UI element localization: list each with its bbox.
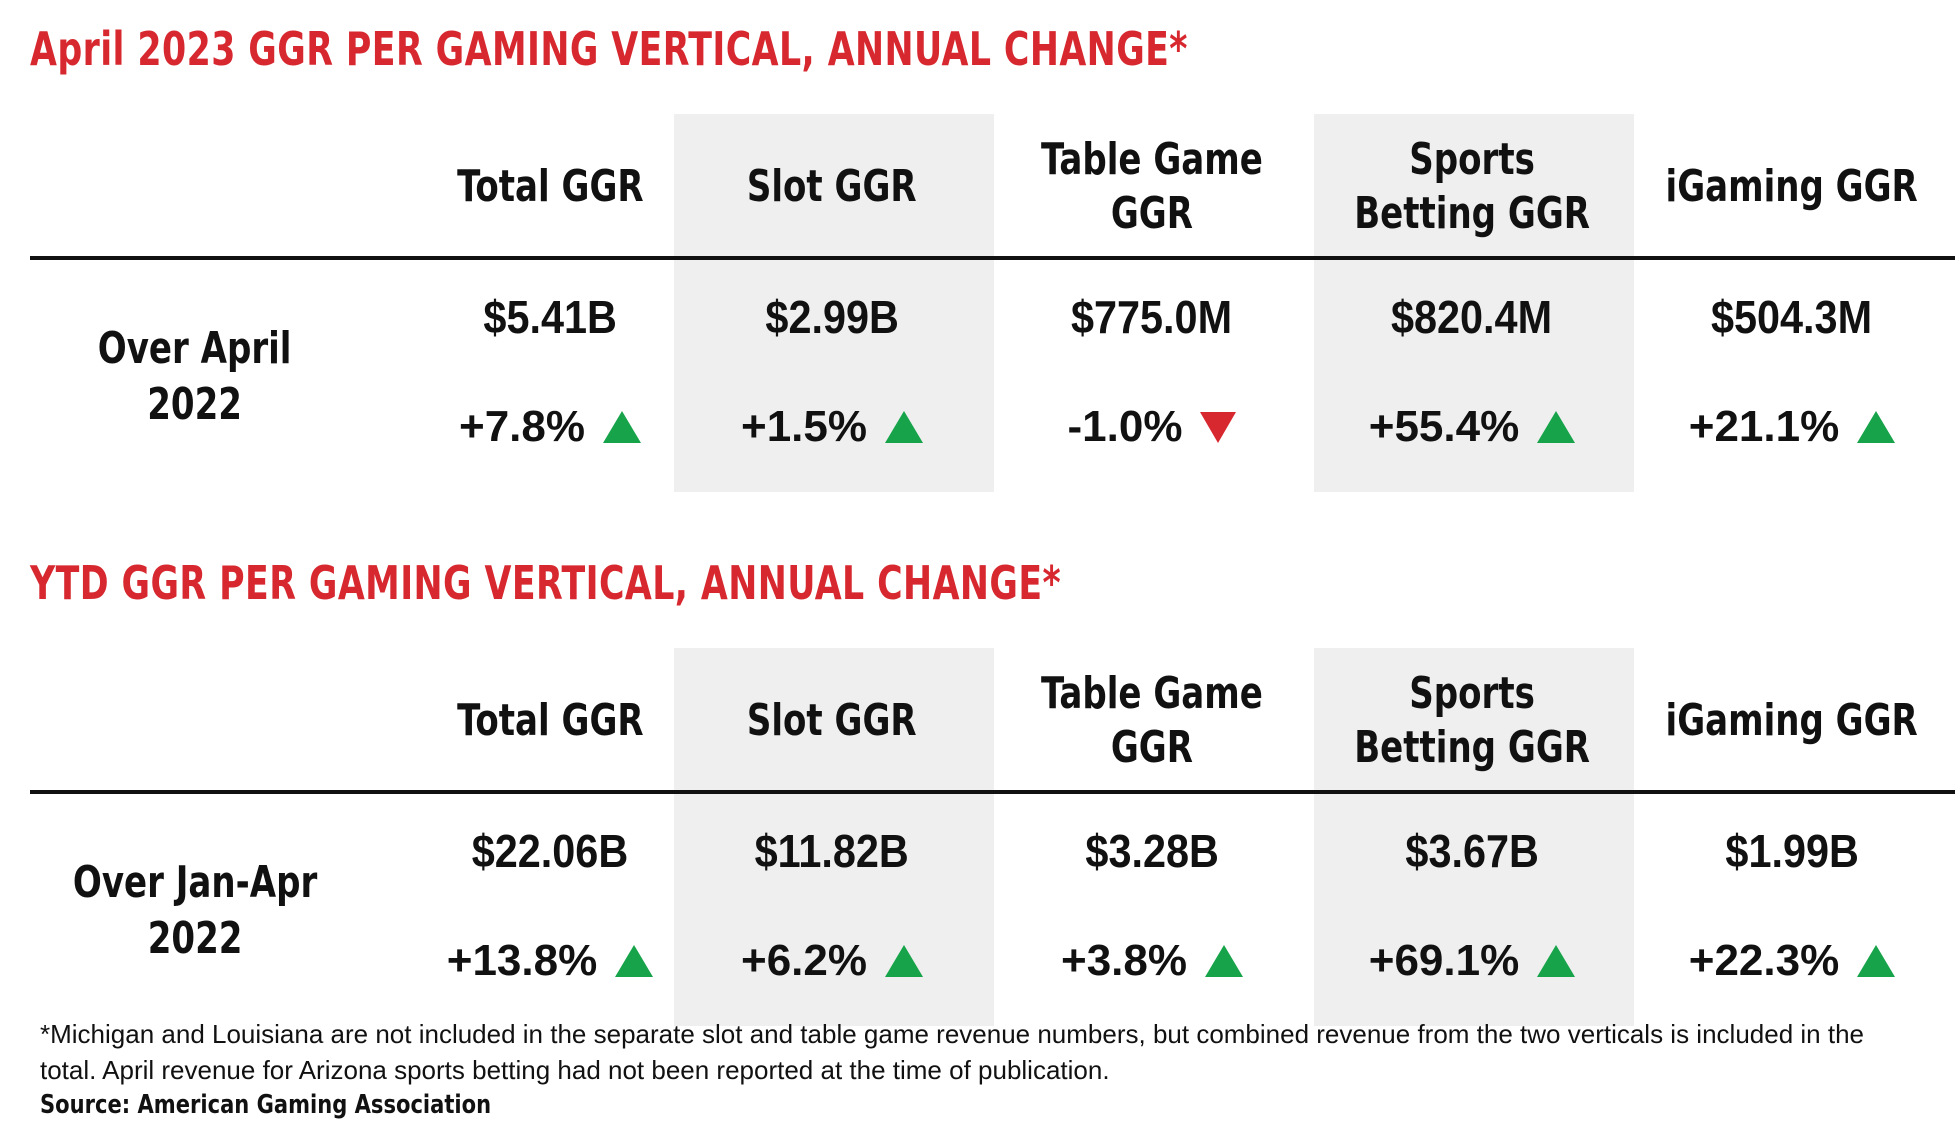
cell-value-text: $3.67B [1405,825,1539,877]
triangle-up-icon [1537,411,1576,443]
column-header-line: Sports [1409,133,1535,185]
cell-value-text: $3.28B [1085,825,1219,877]
cell-value-text: $775.0M [1071,291,1233,343]
cell-value: $2.99B [672,290,992,344]
cell-change: -1.0% [992,402,1312,452]
cell-change: +22.3% [1632,936,1952,986]
cell-change: +21.1% [1632,402,1952,452]
cell-value-text: $820.4M [1391,291,1553,343]
column-header: Slot GGR [672,114,992,259]
triangle-up-icon [1204,945,1243,977]
cell-value: $504.3M [1632,290,1952,344]
column-header-line: Sports [1409,667,1535,719]
column-header: Sports Betting GGR [1312,648,1632,793]
column-header-line: Betting GGR [1354,721,1590,773]
column-header: Table Game GGR [992,648,1312,793]
triangle-down-icon [1200,411,1237,443]
triangle-up-icon [884,411,923,443]
column-header-line: Table Game [1041,667,1263,719]
cell-value-text: $22.06B [471,825,629,877]
cell-change: +1.5% [672,402,992,452]
footnote: *Michigan and Louisiana are not included… [40,1019,1864,1085]
triangle-up-icon [1857,411,1896,443]
change-percent: +6.2% [741,936,867,985]
row-label: Over April 2022 [30,262,360,492]
change-percent: +3.8% [1061,936,1187,985]
change-percent: +22.3% [1688,936,1840,985]
cell-value: $775.0M [992,290,1312,344]
triangle-up-icon [615,945,654,977]
table-section-2: YTD GGR PER GAMING VERTICAL, ANNUAL CHAN… [30,556,1955,1036]
cell-value: $820.4M [1312,290,1632,344]
column-header-line: Slot GGR [747,160,917,212]
cell-value: $22.06B [390,824,710,878]
column-header: Slot GGR [672,648,992,793]
cell-value: $3.28B [992,824,1312,878]
change-percent: +1.5% [741,402,867,451]
change-percent: +13.8% [446,936,598,985]
shaded-column [674,114,994,492]
triangle-up-icon [1857,945,1896,977]
triangle-up-icon [602,411,641,443]
column-header-line: GGR [1110,187,1194,239]
cell-change: +7.8% [390,402,710,452]
triangle-up-icon [884,945,923,977]
section-title: YTD GGR PER GAMING VERTICAL, ANNUAL CHAN… [30,556,1062,610]
cell-value: $3.67B [1312,824,1632,878]
column-header-line: Table Game [1041,133,1263,185]
column-header: iGaming GGR [1632,114,1952,259]
row-label: Over Jan-Apr 2022 [30,796,360,1026]
column-header: Sports Betting GGR [1312,114,1632,259]
row-label-line: Over April [98,323,292,374]
change-percent: +21.1% [1688,402,1840,451]
row-label-line: 2022 [147,379,243,430]
cell-value-text: $1.99B [1725,825,1859,877]
section-title: April 2023 GGR PER GAMING VERTICAL, ANNU… [30,22,1188,76]
column-header: Total GGR [390,114,710,259]
column-header-line: iGaming GGR [1665,694,1919,746]
column-header-line: Total GGR [456,694,644,746]
cell-change: +13.8% [390,936,710,986]
cell-value: $1.99B [1632,824,1952,878]
cell-change: +6.2% [672,936,992,986]
change-percent: +69.1% [1368,936,1520,985]
table-section-1: April 2023 GGR PER GAMING VERTICAL, ANNU… [30,22,1955,502]
column-header: Total GGR [390,648,710,793]
cell-value-text: $11.82B [754,825,910,877]
shaded-column [1314,648,1634,1026]
cell-value-text: $5.41B [483,291,617,343]
cell-change: +55.4% [1312,402,1632,452]
column-header-line: Betting GGR [1354,187,1590,239]
change-percent: -1.0% [1067,402,1183,451]
cell-value-text: $504.3M [1711,291,1873,343]
header-rule [30,790,1955,794]
column-header-line: GGR [1110,721,1194,773]
row-label-line: 2022 [147,913,243,964]
cell-change: +3.8% [992,936,1312,986]
source-credit: Source: American Gaming Association [40,1090,492,1120]
column-header-line: Total GGR [456,160,644,212]
change-percent: +7.8% [459,402,585,451]
column-header-line: Slot GGR [747,694,917,746]
cell-value-text: $2.99B [765,291,899,343]
column-header: iGaming GGR [1632,648,1952,793]
row-label-line: Over Jan-Apr [72,857,318,908]
change-percent: +55.4% [1368,402,1520,451]
cell-value: $11.82B [672,824,992,878]
column-header: Table Game GGR [992,114,1312,259]
header-rule [30,256,1955,260]
shaded-column [674,648,994,1026]
cell-value: $5.41B [390,290,710,344]
shaded-column [1314,114,1634,492]
cell-change: +69.1% [1312,936,1632,986]
column-header-line: iGaming GGR [1665,160,1919,212]
triangle-up-icon [1537,945,1576,977]
